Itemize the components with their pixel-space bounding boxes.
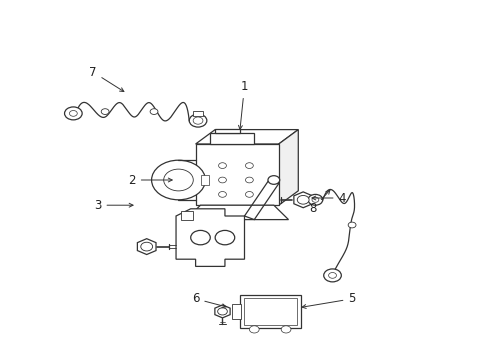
Text: 2: 2 [128,174,172,186]
Bar [215,129,239,133]
Circle shape [101,109,109,114]
Circle shape [245,177,253,183]
Bar [181,211,193,220]
Bar [195,144,278,205]
Circle shape [245,163,253,168]
Circle shape [218,177,226,183]
Circle shape [193,117,203,124]
Bar [239,295,300,328]
Circle shape [218,192,226,197]
Text: 4: 4 [311,192,346,204]
Circle shape [150,109,158,114]
Polygon shape [185,205,288,220]
Circle shape [163,169,193,191]
Circle shape [311,197,318,202]
Polygon shape [137,239,156,255]
Polygon shape [176,209,244,266]
Polygon shape [293,192,312,208]
Polygon shape [214,305,230,318]
Circle shape [245,192,253,197]
Bar [243,298,296,325]
Text: 8: 8 [308,190,329,215]
Bar [232,304,241,319]
Text: 6: 6 [191,292,225,308]
Circle shape [64,107,82,120]
Text: 7: 7 [89,66,123,91]
Circle shape [215,230,234,245]
Circle shape [141,242,152,251]
Circle shape [281,326,290,333]
Circle shape [69,111,77,116]
Circle shape [249,326,259,333]
Bar [201,175,208,185]
Bar [210,133,254,144]
Circle shape [347,222,355,228]
Polygon shape [195,130,298,144]
Circle shape [151,160,205,200]
Text: 5: 5 [302,292,355,309]
Bar [193,111,203,116]
Circle shape [267,176,279,184]
Circle shape [190,230,210,245]
Circle shape [328,273,336,278]
Polygon shape [278,130,298,205]
Circle shape [297,195,308,204]
Circle shape [217,308,227,315]
Circle shape [189,114,206,127]
Circle shape [307,194,322,205]
Circle shape [323,269,341,282]
Text: 1: 1 [238,80,248,129]
Text: 3: 3 [94,199,133,212]
Circle shape [218,163,226,168]
